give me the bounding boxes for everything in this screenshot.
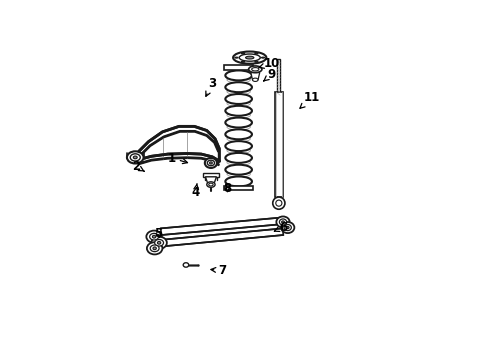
Ellipse shape [225,94,252,104]
Ellipse shape [209,183,213,186]
Ellipse shape [252,68,259,71]
Text: 2: 2 [132,160,144,173]
Ellipse shape [276,216,290,228]
Text: 11: 11 [300,91,320,108]
Ellipse shape [225,153,252,163]
Ellipse shape [153,247,156,250]
Ellipse shape [225,165,252,175]
Ellipse shape [225,82,252,92]
Ellipse shape [242,61,245,62]
Ellipse shape [282,221,284,223]
Ellipse shape [279,219,287,225]
Bar [277,59,280,94]
Polygon shape [205,177,217,185]
Text: 5: 5 [154,226,162,240]
Ellipse shape [205,158,217,168]
Ellipse shape [147,231,162,243]
Ellipse shape [239,54,260,61]
Ellipse shape [225,176,252,186]
Text: 9: 9 [264,68,276,81]
Ellipse shape [248,66,262,73]
Ellipse shape [155,239,164,246]
Ellipse shape [252,78,258,81]
Ellipse shape [255,61,258,62]
Ellipse shape [207,160,215,166]
Text: 3: 3 [206,77,217,96]
Ellipse shape [261,57,265,58]
Ellipse shape [225,129,252,139]
Polygon shape [165,228,283,246]
Ellipse shape [183,263,189,267]
Text: 4: 4 [192,184,200,199]
Polygon shape [161,217,285,235]
Ellipse shape [284,225,292,231]
Bar [275,92,283,197]
Ellipse shape [242,53,245,54]
Text: 8: 8 [223,182,232,195]
Ellipse shape [210,162,212,164]
Ellipse shape [207,182,215,187]
Ellipse shape [157,242,161,244]
Text: 7: 7 [211,264,226,277]
Ellipse shape [233,51,267,64]
Ellipse shape [225,71,252,80]
Ellipse shape [149,233,159,240]
Ellipse shape [130,154,140,161]
Ellipse shape [152,235,156,238]
Text: 10: 10 [259,57,280,70]
Bar [224,186,253,190]
Bar [203,174,219,177]
Ellipse shape [273,197,285,209]
Ellipse shape [151,237,167,249]
Ellipse shape [150,245,159,252]
Ellipse shape [276,200,282,206]
Text: 6: 6 [274,221,287,234]
Ellipse shape [281,222,294,233]
Text: 1: 1 [168,152,188,165]
Ellipse shape [235,57,238,58]
Ellipse shape [225,141,252,151]
Ellipse shape [147,242,162,255]
Ellipse shape [127,151,144,163]
Ellipse shape [225,118,252,127]
Polygon shape [251,73,260,80]
Bar [224,64,253,70]
Ellipse shape [255,53,258,54]
Ellipse shape [286,226,289,229]
Ellipse shape [133,156,137,159]
Ellipse shape [245,56,254,59]
Polygon shape [139,126,219,161]
Ellipse shape [225,106,252,116]
